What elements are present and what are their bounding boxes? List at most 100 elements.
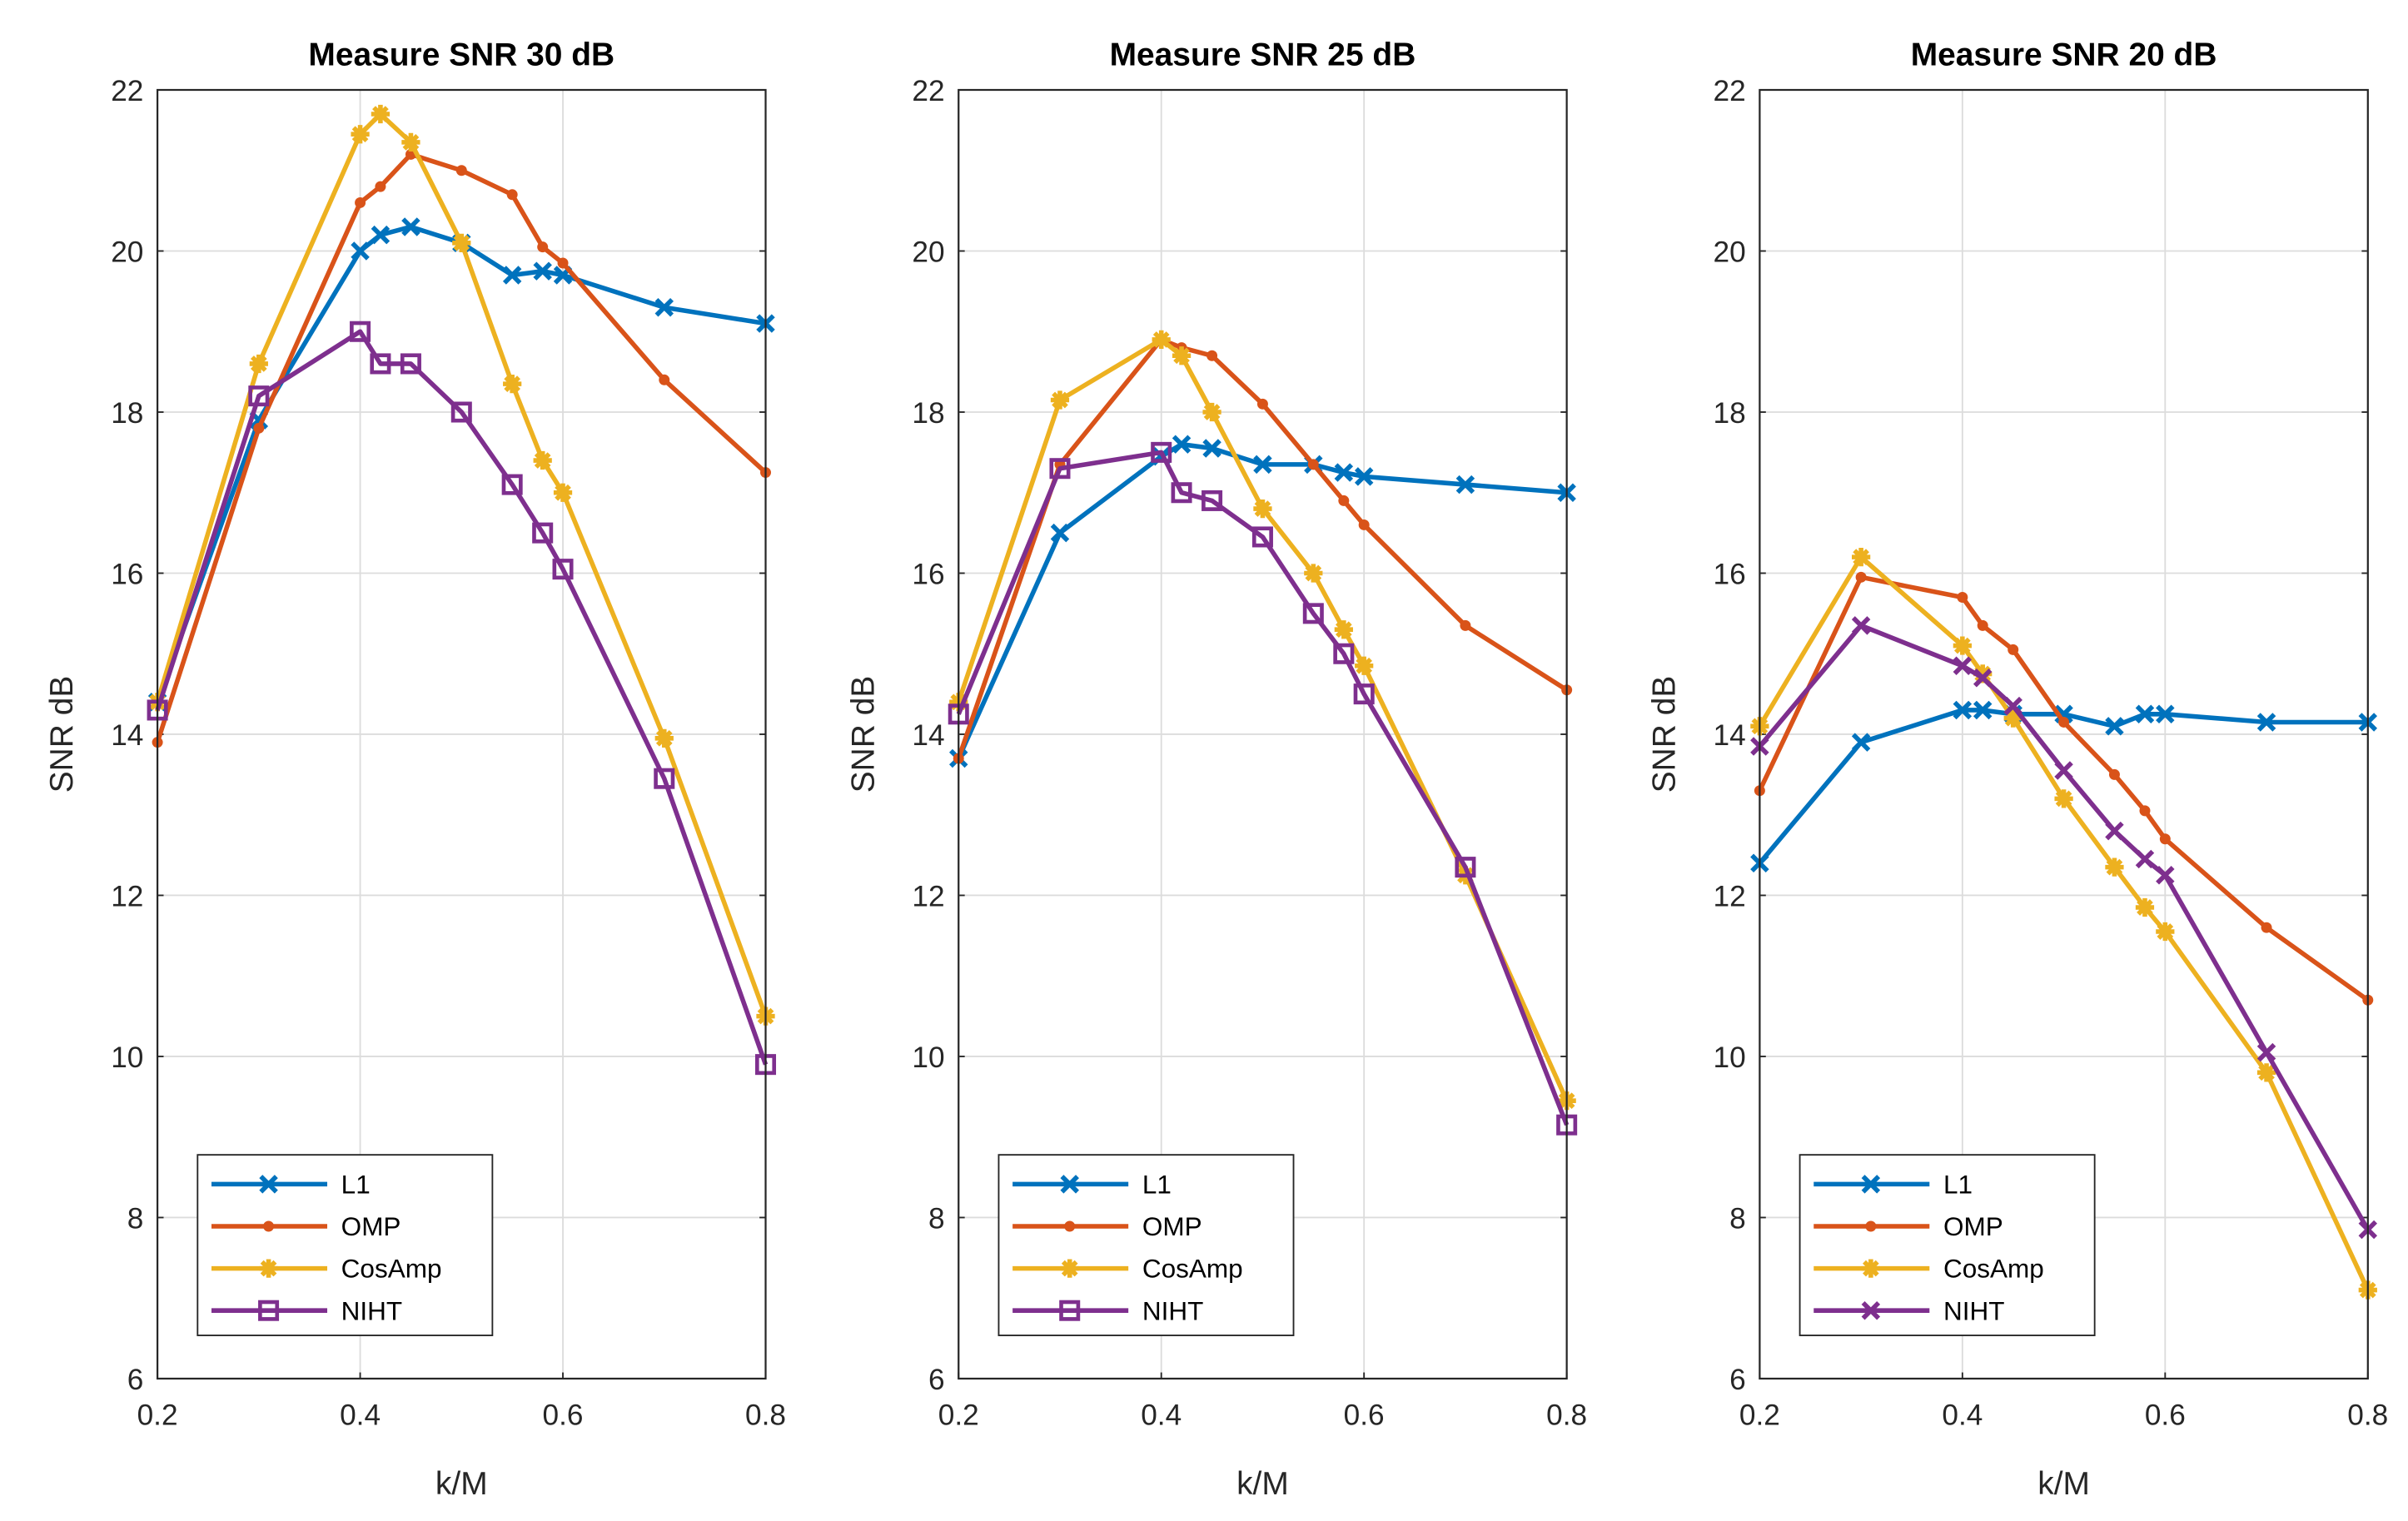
data-point-cosamp-center: [2059, 793, 2069, 803]
y-tick-label: 16: [111, 558, 143, 590]
data-point-l1: [2135, 704, 2155, 724]
data-point-l1: [1334, 463, 1354, 482]
y-axis-label: SNR dB: [1646, 676, 1682, 793]
series-niht: [948, 441, 1578, 1136]
data-point-niht: [654, 768, 675, 789]
data-point-l1: [401, 217, 420, 236]
data-point-niht: [370, 353, 391, 375]
data-point-niht: [450, 401, 472, 423]
data-point-l1: [533, 261, 552, 281]
data-point-omp: [2007, 644, 2019, 655]
legend-marker-omp: [1064, 1220, 1076, 1232]
data-point-omp: [253, 422, 265, 434]
data-point-l1: [2054, 704, 2073, 724]
legend-marker-cosamp-center: [1866, 1264, 1876, 1274]
data-point-omp: [1206, 350, 1218, 361]
data-point-niht: [1953, 656, 1973, 675]
data-point-l1: [1050, 523, 1070, 543]
x-tick-label: 0.4: [1942, 1399, 1983, 1432]
x-tick-label: 0.8: [1546, 1399, 1587, 1432]
data-point-niht: [1171, 482, 1192, 504]
data-point-niht: [350, 321, 371, 342]
data-point-l1: [371, 225, 391, 245]
data-point-cosamp-center: [1856, 552, 1866, 562]
data-point-niht: [2256, 1042, 2276, 1062]
data-point-omp: [1256, 398, 1268, 410]
subplot-2: 6 8 10 12 14 16 18 20 22 0.2 0.4 0.6 0.8 Measure SNR …: [845, 37, 1587, 1502]
y-tick-label: 8: [928, 1202, 945, 1235]
data-point-l1: [1354, 467, 1374, 486]
y-tick-label: 18: [912, 397, 944, 430]
data-point-niht: [248, 385, 270, 407]
data-point-cosamp-center: [456, 238, 466, 248]
data-point-l1: [1953, 700, 1973, 720]
y-tick-label: 22: [1714, 75, 1746, 107]
data-point-omp: [2139, 805, 2151, 817]
data-point-niht: [1202, 490, 1223, 511]
legend-marker-cosamp-center: [1065, 1264, 1075, 1274]
legend-label-cosamp: CosAmp: [341, 1254, 442, 1284]
y-tick-label: 18: [1714, 397, 1746, 430]
data-point-omp: [506, 189, 518, 201]
subplot-1: 6 8 10 12 14 16 18 20 22 0.2 0.4 0.6 0.8 Measure SNR …: [44, 37, 786, 1502]
x-tick-label: 0.8: [745, 1399, 786, 1432]
data-point-l1: [1973, 700, 1993, 720]
y-tick-label: 12: [912, 880, 944, 912]
legend: L1 OMP CosAmp NIHT: [998, 1154, 1295, 1336]
data-point-l1: [1455, 475, 1475, 495]
data-point-niht: [2156, 866, 2175, 885]
data-point-cosamp-center: [405, 137, 415, 147]
data-point-omp: [1460, 619, 1471, 631]
data-point-cosamp-center: [1339, 624, 1349, 634]
y-tick-label: 22: [912, 75, 944, 107]
data-point-niht: [1333, 643, 1355, 664]
data-point-cosamp-center: [1157, 335, 1167, 345]
data-point-cosamp-center: [376, 109, 386, 119]
data-point-omp: [2159, 833, 2171, 845]
data-point-cosamp-center: [2261, 1067, 2271, 1077]
legend-label-omp: OMP: [341, 1211, 401, 1241]
data-point-cosamp-center: [356, 129, 366, 139]
data-point-cosamp-center: [1257, 504, 1268, 514]
x-tick-label: 0.2: [137, 1399, 178, 1432]
y-tick-label: 20: [111, 236, 143, 268]
data-point-cosamp-center: [1958, 641, 1968, 651]
x-axis-label: k/M: [1236, 1466, 1289, 1502]
data-point-l1: [2156, 704, 2175, 724]
y-tick-label: 14: [1714, 719, 1746, 752]
series-line-niht: [956, 450, 1570, 1126]
y-tick-label: 20: [912, 236, 944, 268]
data-point-cosamp-center: [1177, 350, 1187, 360]
axes-box: [958, 88, 1568, 1380]
legend-label-niht: NIHT: [1142, 1295, 1203, 1325]
data-point-omp: [1307, 459, 1319, 470]
legend-marker-l1: [259, 1175, 278, 1194]
y-axis-label: SNR dB: [44, 676, 80, 793]
series-omp: [152, 148, 771, 748]
legend-label-l1: L1: [341, 1170, 371, 1200]
axes-box: [1759, 88, 2369, 1380]
legend-label-niht: NIHT: [341, 1295, 403, 1325]
data-point-niht: [1851, 616, 1871, 635]
data-point-cosamp-center: [2140, 902, 2150, 912]
legend-marker-cosamp-center: [264, 1264, 274, 1274]
data-point-omp: [1338, 495, 1350, 506]
x-axis-label: k/M: [2037, 1466, 2090, 1502]
data-point-niht: [1049, 458, 1071, 480]
data-point-niht: [2003, 696, 2022, 716]
x-tick-label: 0.8: [2347, 1399, 2388, 1432]
x-tick-label: 0.2: [1739, 1399, 1780, 1432]
data-point-niht: [501, 474, 523, 495]
legend-label-niht: NIHT: [1943, 1295, 2005, 1325]
data-point-omp: [1957, 592, 1968, 604]
x-tick-label: 0.6: [543, 1399, 584, 1432]
x-tick-label: 0.6: [1344, 1399, 1385, 1432]
y-tick-label: 18: [111, 397, 143, 430]
data-point-cosamp-center: [2160, 927, 2170, 937]
data-point-omp: [659, 374, 670, 385]
data-point-l1: [1851, 733, 1871, 752]
y-tick-label: 14: [111, 719, 143, 752]
y-tick-label: 16: [1714, 558, 1746, 590]
data-point-cosamp-center: [507, 379, 517, 389]
